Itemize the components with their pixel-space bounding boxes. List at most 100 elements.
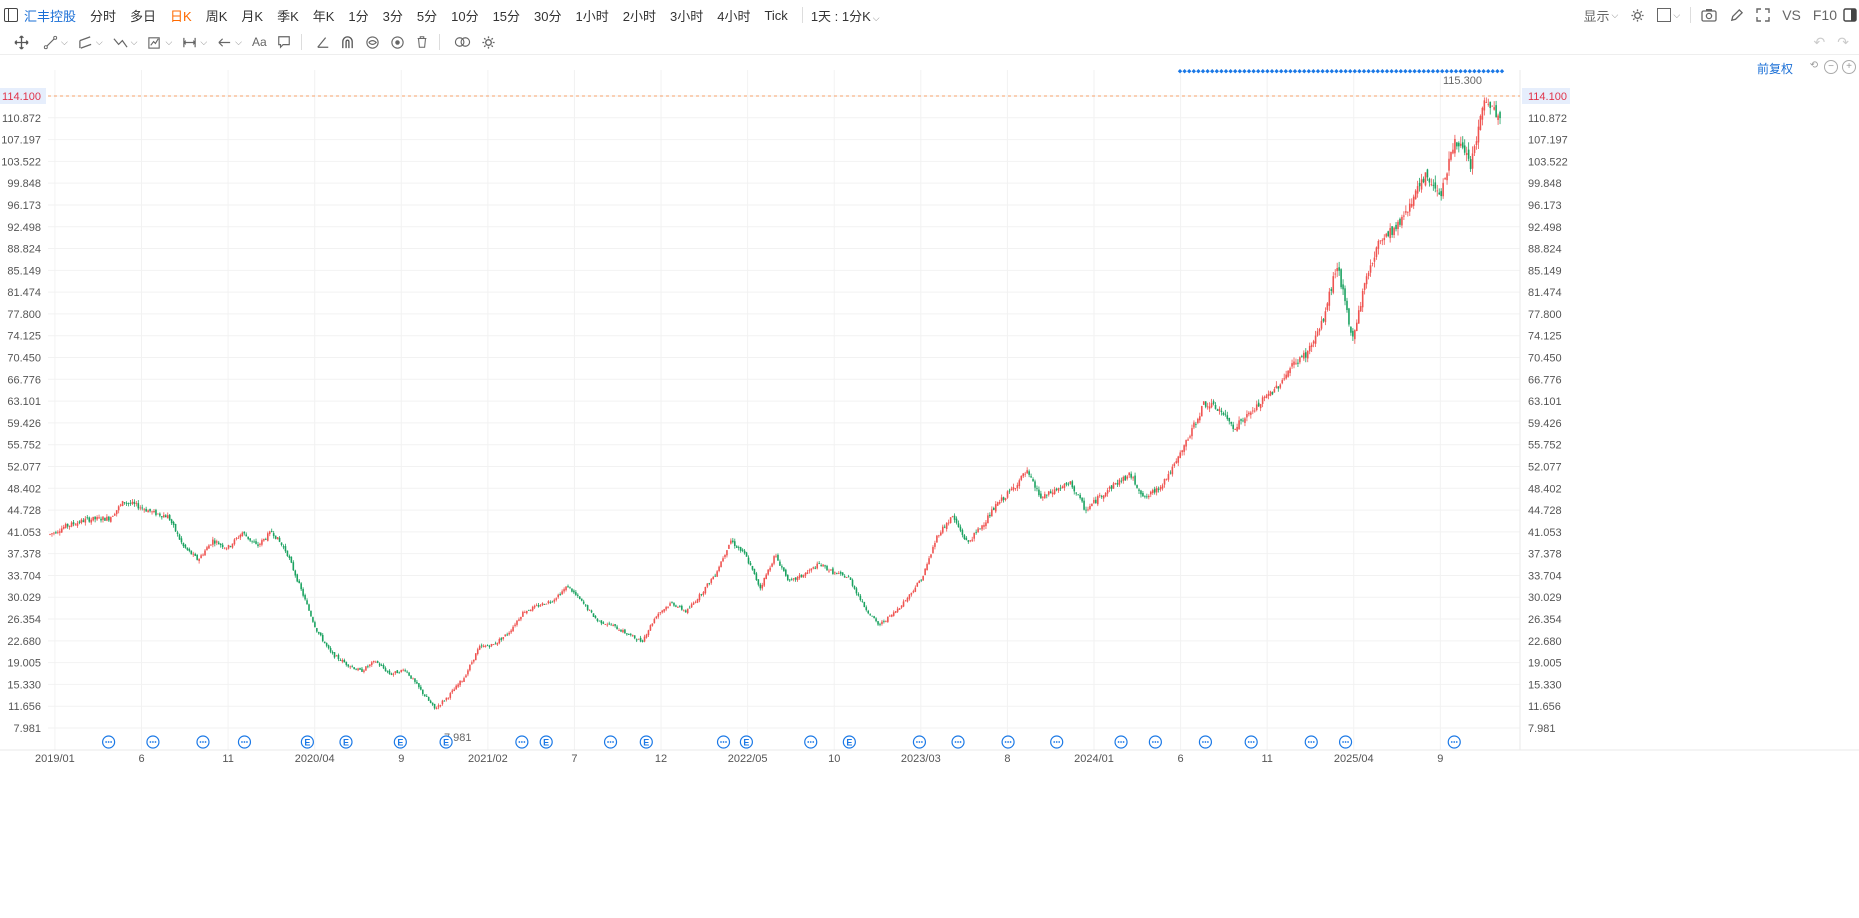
event-diamond[interactable] bbox=[1237, 69, 1242, 74]
arrow-tool-icon[interactable]: ⌵ bbox=[217, 35, 242, 50]
event-diamond[interactable] bbox=[1338, 69, 1344, 74]
event-diamond[interactable] bbox=[1283, 69, 1288, 74]
event-diamond[interactable] bbox=[1242, 69, 1247, 74]
reset-icon[interactable]: ⟲ bbox=[1809, 60, 1819, 71]
undo-icon[interactable]: ↶ bbox=[1813, 33, 1826, 50]
earnings-marker-icon[interactable] bbox=[339, 735, 353, 749]
event-diamond[interactable] bbox=[1453, 69, 1459, 74]
earnings-marker-icon[interactable] bbox=[393, 735, 407, 749]
adjust-mode-button[interactable]: 前复权 bbox=[1757, 62, 1794, 76]
period-tab[interactable]: 周K bbox=[205, 8, 228, 24]
event-diamond[interactable] bbox=[1329, 69, 1334, 74]
zoom-out-icon[interactable]: − bbox=[1824, 60, 1838, 74]
price-chart[interactable]: 114.100 114.100 110.872 110.872 107.197 107.1… bbox=[0, 54, 1859, 918]
event-diamond[interactable] bbox=[1246, 69, 1252, 74]
period-tab[interactable]: 日K bbox=[170, 8, 192, 24]
period-tab[interactable]: 1小时 bbox=[575, 8, 609, 24]
pattern-tool-icon[interactable]: ⌵ bbox=[147, 35, 172, 50]
event-diamond[interactable] bbox=[1279, 69, 1284, 74]
text-tool-icon[interactable]: Aa bbox=[251, 35, 267, 49]
event-diamond[interactable] bbox=[1306, 69, 1311, 74]
event-diamond[interactable] bbox=[1417, 69, 1422, 74]
event-diamond[interactable] bbox=[1274, 69, 1279, 74]
period-tab[interactable]: 年K bbox=[312, 8, 335, 24]
earnings-marker-icon[interactable] bbox=[539, 735, 553, 749]
event-diamond[interactable] bbox=[1435, 69, 1440, 74]
period-tab[interactable]: 多日 bbox=[130, 8, 157, 24]
event-diamond[interactable] bbox=[1449, 69, 1454, 74]
event-diamond[interactable] bbox=[1384, 69, 1390, 74]
event-diamond[interactable] bbox=[1458, 69, 1463, 74]
event-diamond[interactable] bbox=[1361, 69, 1367, 74]
event-diamond[interactable] bbox=[1219, 69, 1224, 74]
period-tab[interactable]: 月K bbox=[241, 8, 264, 24]
event-diamond[interactable] bbox=[1495, 69, 1500, 74]
period-tab[interactable]: 30分 bbox=[534, 8, 562, 24]
event-diamond[interactable] bbox=[1315, 69, 1321, 74]
angle-tool-icon[interactable] bbox=[316, 35, 330, 49]
event-diamond[interactable] bbox=[1444, 69, 1449, 74]
path-tool-icon[interactable]: ⌵ bbox=[113, 35, 137, 50]
eye-icon[interactable] bbox=[390, 35, 405, 50]
period-tab[interactable]: 2小时 bbox=[622, 8, 656, 24]
event-diamond[interactable] bbox=[1343, 69, 1348, 74]
move-tool-icon[interactable] bbox=[14, 34, 29, 50]
event-diamond[interactable] bbox=[1472, 69, 1477, 74]
event-diamond[interactable] bbox=[1256, 69, 1261, 74]
chart-style-menu[interactable]: ⌵ bbox=[1657, 8, 1680, 22]
event-diamond[interactable] bbox=[1467, 69, 1472, 74]
gear-icon[interactable] bbox=[481, 35, 496, 50]
event-diamond[interactable] bbox=[1196, 69, 1201, 74]
event-diamond[interactable] bbox=[1486, 69, 1491, 74]
period-tab[interactable]: Tick bbox=[764, 7, 788, 23]
vs-compare-button[interactable]: VS bbox=[1782, 7, 1801, 23]
redo-icon[interactable]: ↷ bbox=[1837, 33, 1849, 50]
event-diamond[interactable] bbox=[1398, 69, 1403, 74]
event-diamond[interactable] bbox=[1302, 69, 1307, 74]
event-diamond[interactable] bbox=[1187, 69, 1192, 74]
event-diamond[interactable] bbox=[1481, 69, 1486, 74]
event-diamond[interactable] bbox=[1499, 69, 1505, 74]
event-diamond[interactable] bbox=[1426, 69, 1431, 74]
event-diamond[interactable] bbox=[1200, 69, 1206, 74]
event-diamond[interactable] bbox=[1269, 69, 1275, 74]
event-diamond[interactable] bbox=[1265, 69, 1270, 74]
event-diamond[interactable] bbox=[1421, 69, 1426, 74]
period-tab[interactable]: 1分 bbox=[348, 8, 369, 24]
period-tab[interactable]: 分时 bbox=[90, 8, 117, 24]
event-diamond[interactable] bbox=[1260, 69, 1265, 74]
event-diamond[interactable] bbox=[1320, 69, 1325, 74]
comment-tool-icon[interactable] bbox=[277, 35, 291, 49]
event-diamond[interactable] bbox=[1403, 69, 1408, 74]
event-diamond[interactable] bbox=[1389, 69, 1394, 74]
period-tab[interactable]: 季K bbox=[277, 8, 299, 24]
channel-tool-icon[interactable]: ⌵ bbox=[78, 35, 103, 50]
event-diamond[interactable] bbox=[1375, 69, 1380, 74]
event-diamond[interactable] bbox=[1430, 69, 1436, 74]
event-diamond[interactable] bbox=[1223, 69, 1229, 74]
event-diamond[interactable] bbox=[1407, 69, 1413, 74]
event-diamond[interactable] bbox=[1412, 69, 1417, 74]
event-diamond[interactable] bbox=[1394, 69, 1399, 74]
event-diamond[interactable] bbox=[1476, 69, 1482, 74]
period-tab[interactable]: 5分 bbox=[416, 8, 438, 24]
zoom-in-icon[interactable]: + bbox=[1842, 60, 1856, 74]
earnings-marker-icon[interactable] bbox=[439, 735, 453, 749]
earnings-marker-icon[interactable] bbox=[300, 735, 314, 749]
pencil-icon[interactable] bbox=[1729, 8, 1744, 23]
period-tab[interactable]: 3分 bbox=[382, 8, 403, 24]
sidebar-toggle-icon[interactable] bbox=[1843, 8, 1857, 22]
line-tool-icon[interactable]: ⌵ bbox=[43, 35, 68, 50]
trash-icon[interactable] bbox=[415, 35, 429, 49]
event-diamond[interactable] bbox=[1366, 69, 1371, 74]
event-diamond[interactable] bbox=[1357, 69, 1362, 74]
display-menu[interactable]: 显示 ⌵ bbox=[1583, 8, 1619, 24]
hide-drawings-icon[interactable] bbox=[365, 35, 380, 50]
period-tab[interactable]: 3小时 bbox=[669, 8, 704, 24]
measure-tool-icon[interactable]: ⌵ bbox=[182, 35, 207, 50]
period-tab[interactable]: 15分 bbox=[492, 8, 521, 24]
event-diamond[interactable] bbox=[1297, 69, 1302, 74]
link-icon[interactable] bbox=[454, 35, 471, 49]
event-diamond[interactable] bbox=[1228, 69, 1233, 74]
event-diamond[interactable] bbox=[1292, 69, 1298, 74]
